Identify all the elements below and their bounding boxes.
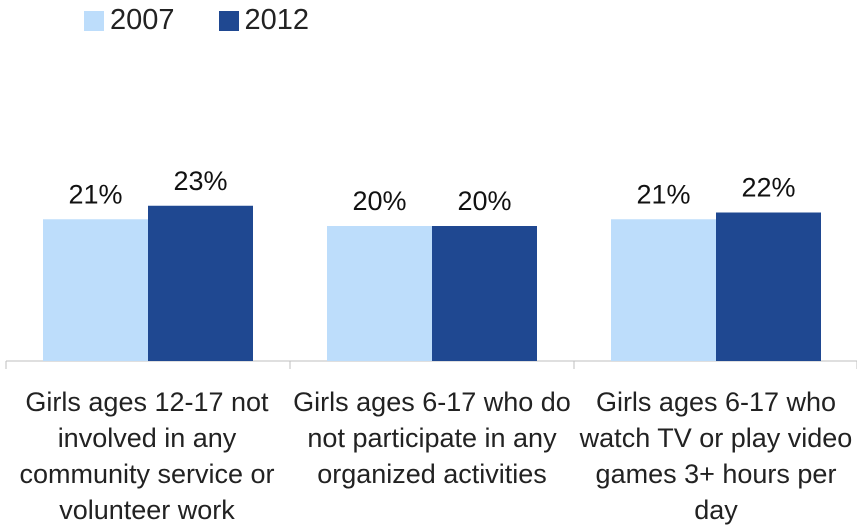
category-label-community-service: Girls ages 12-17 not involved in any com… xyxy=(19,387,275,525)
data-label-2012-category-3: 22% xyxy=(741,173,795,203)
legend-item-2007: 2007 xyxy=(84,4,175,37)
legend-label-2012: 2012 xyxy=(244,4,310,36)
legend-swatch-2012 xyxy=(218,10,239,31)
data-label-2007-category-2: 20% xyxy=(352,186,406,216)
bar-2007-category-1 xyxy=(43,219,148,361)
bar-2012-category-2 xyxy=(432,226,537,361)
data-label-2007-category-3: 21% xyxy=(636,179,690,209)
data-label-2012-category-2: 20% xyxy=(457,186,511,216)
bar-2012-category-1 xyxy=(148,205,253,361)
data-label-2012-category-1: 23% xyxy=(173,166,227,196)
legend: 2007 2012 xyxy=(84,4,309,37)
category-label-organized-activities: Girls ages 6-17 who do not participate i… xyxy=(293,387,571,489)
bar-2007-category-2 xyxy=(327,226,432,361)
bar-2007-category-3 xyxy=(611,219,716,361)
data-label-2007-category-1: 21% xyxy=(68,179,122,209)
legend-swatch-2007 xyxy=(84,10,104,31)
bar-2012-category-3 xyxy=(716,212,821,361)
category-label-screen-time: Girls ages 6-17 who watch TV or play vid… xyxy=(579,387,853,525)
legend-label-2007: 2007 xyxy=(110,4,175,36)
legend-item-2012: 2012 xyxy=(218,4,310,37)
